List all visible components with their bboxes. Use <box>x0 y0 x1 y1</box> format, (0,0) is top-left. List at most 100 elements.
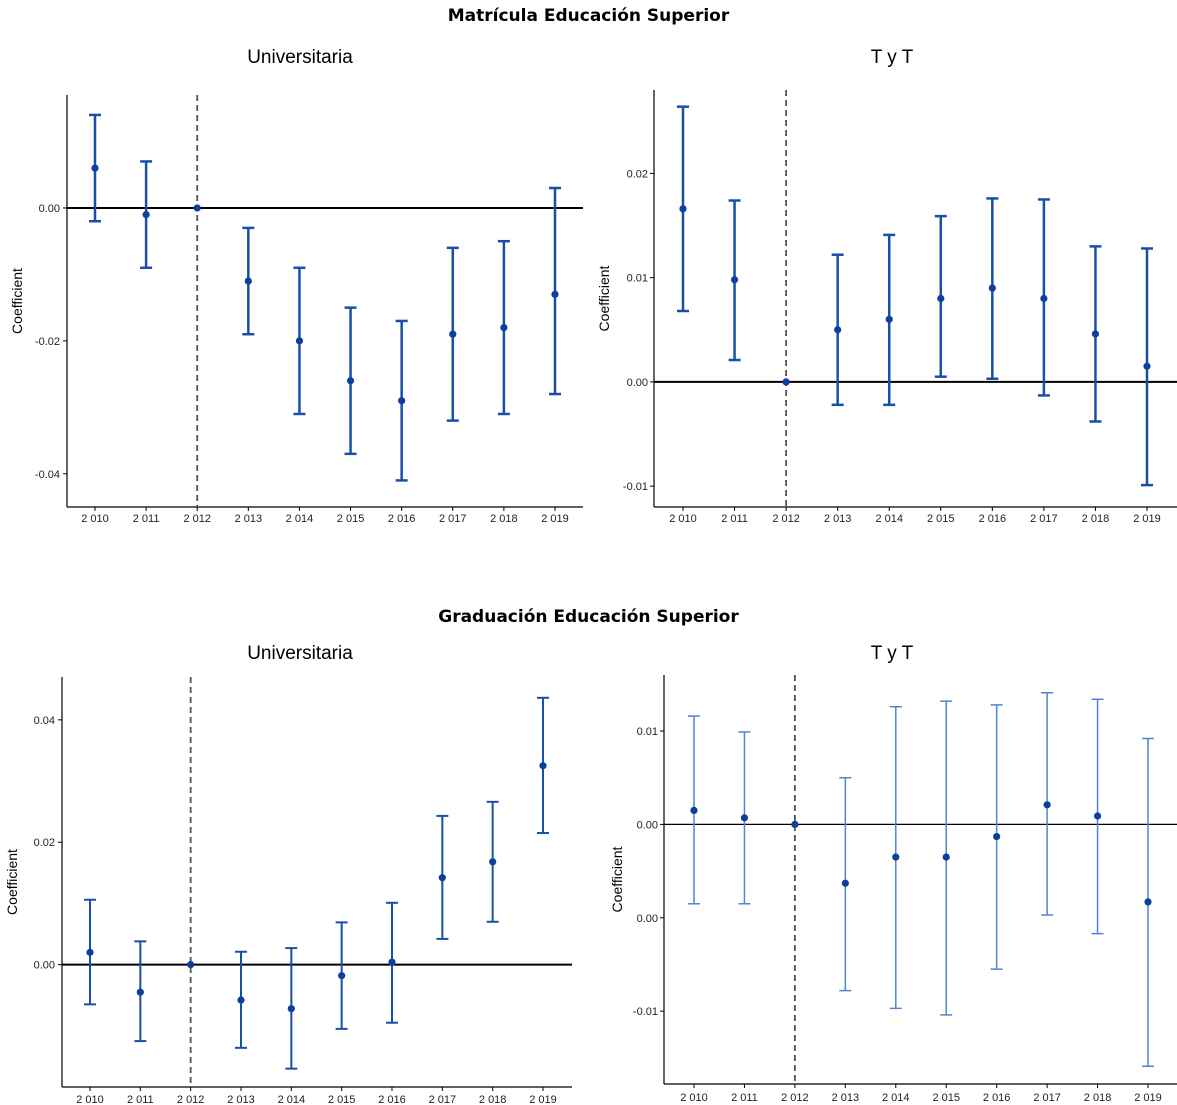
data-point <box>244 277 252 285</box>
x-tick-label: 2 012 <box>781 1092 809 1104</box>
x-tick-label: 2 018 <box>1084 1092 1112 1104</box>
data-point <box>1093 812 1102 820</box>
data-point <box>346 377 355 385</box>
x-tick-label: 2 015 <box>337 513 365 525</box>
x-tick-label: 2 011 <box>721 513 748 525</box>
x-tick-label: 2 011 <box>127 1094 154 1105</box>
x-tick-label: 2 018 <box>490 513 518 525</box>
x-tick-label: 2 019 <box>529 1094 557 1105</box>
data-point <box>679 205 687 213</box>
data-point <box>841 879 849 887</box>
x-tick-label: 2 014 <box>875 513 903 525</box>
panel-title-graduacion-tyt: T y T <box>870 643 914 664</box>
y-tick-label: 0.01 <box>637 726 658 738</box>
y-tick-label: 0.00 <box>637 819 658 831</box>
data-point <box>539 762 547 770</box>
y-tick-label: 0.00 <box>627 377 648 389</box>
x-tick-label: 2 016 <box>983 1092 1011 1104</box>
data-point <box>338 972 346 980</box>
x-tick-label: 2 012 <box>183 513 211 525</box>
x-tick-label: 2 010 <box>669 513 697 525</box>
y-tick-label: -0.01 <box>633 1006 658 1018</box>
data-point <box>287 1005 295 1013</box>
data-point <box>551 290 559 298</box>
data-point <box>730 276 739 284</box>
data-point <box>398 397 406 405</box>
data-point <box>1144 898 1152 906</box>
x-tick-label: 2 017 <box>1033 1092 1061 1104</box>
panel-title-graduacion-universitaria: Universitaria <box>247 643 353 664</box>
y-tick-label: 0.02 <box>627 168 648 180</box>
y-axis-title: Coefficient <box>9 268 25 334</box>
x-tick-label: 2 019 <box>541 513 569 525</box>
x-tick-label: 2 019 <box>1133 513 1161 525</box>
data-point <box>438 874 446 882</box>
data-point <box>740 814 749 822</box>
x-tick-label: 2 013 <box>832 1092 860 1104</box>
x-tick-label: 2 014 <box>286 513 314 525</box>
x-tick-label: 2 013 <box>824 513 852 525</box>
section-title-matricula: Matrícula Educación Superior <box>447 6 730 26</box>
x-tick-label: 2 013 <box>227 1094 255 1105</box>
x-tick-label: 2 016 <box>388 513 416 525</box>
panel-title-matricula-universitaria: Universitaria <box>247 47 353 68</box>
data-point <box>91 164 99 172</box>
section-title-graduacion: Graduación Educación Superior <box>438 607 739 627</box>
y-tick-label: 0.00 <box>637 913 658 925</box>
data-point <box>993 832 1001 841</box>
x-tick-label: 2 012 <box>177 1094 205 1105</box>
y-tick-label: 0.00 <box>34 960 55 972</box>
data-point <box>690 806 698 814</box>
x-tick-label: 2 010 <box>680 1092 708 1104</box>
y-tick-label: -0.04 <box>35 469 60 481</box>
data-point <box>237 996 245 1004</box>
data-point <box>892 853 900 861</box>
y-tick-label: 0.02 <box>34 837 55 849</box>
data-point <box>1143 362 1151 370</box>
data-point <box>942 853 950 861</box>
data-point <box>388 958 396 966</box>
x-tick-label: 2 016 <box>378 1094 406 1105</box>
y-tick-label: 0.01 <box>627 273 648 285</box>
x-tick-label: 2 017 <box>429 1094 457 1105</box>
data-point <box>885 315 893 323</box>
x-tick-label: 2 014 <box>882 1092 910 1104</box>
x-tick-label: 2 010 <box>81 513 109 525</box>
x-tick-label: 2 014 <box>278 1094 306 1105</box>
x-tick-label: 2 018 <box>1082 513 1110 525</box>
data-point <box>988 284 996 292</box>
data-point <box>136 988 144 996</box>
data-point <box>782 378 790 386</box>
data-point <box>187 961 195 969</box>
x-tick-label: 2 018 <box>479 1094 507 1105</box>
x-tick-label: 2 012 <box>772 513 800 525</box>
x-tick-label: 2 015 <box>328 1094 356 1105</box>
x-tick-label: 2 013 <box>235 513 263 525</box>
y-tick-label: -0.01 <box>623 481 648 493</box>
x-tick-label: 2 015 <box>932 1092 960 1104</box>
y-tick-label: 0.04 <box>34 715 55 727</box>
x-tick-label: 2 011 <box>731 1092 758 1104</box>
x-tick-label: 2 019 <box>1134 1092 1162 1104</box>
y-axis-title: Coefficient <box>4 849 20 915</box>
data-point <box>449 330 457 338</box>
data-point <box>142 211 150 219</box>
y-tick-label: -0.02 <box>35 336 60 348</box>
x-tick-label: 2 016 <box>979 513 1007 525</box>
data-point <box>295 337 304 345</box>
x-tick-label: 2 017 <box>1030 513 1058 525</box>
data-point <box>86 948 94 956</box>
x-tick-label: 2 017 <box>439 513 467 525</box>
data-point <box>489 858 497 866</box>
x-tick-label: 2 011 <box>133 513 160 525</box>
data-point <box>834 326 842 334</box>
data-point <box>1091 330 1100 338</box>
y-tick-label: 0.00 <box>39 203 60 215</box>
y-axis-title: Coefficient <box>596 265 612 331</box>
data-point <box>791 820 799 829</box>
data-point <box>500 323 508 332</box>
